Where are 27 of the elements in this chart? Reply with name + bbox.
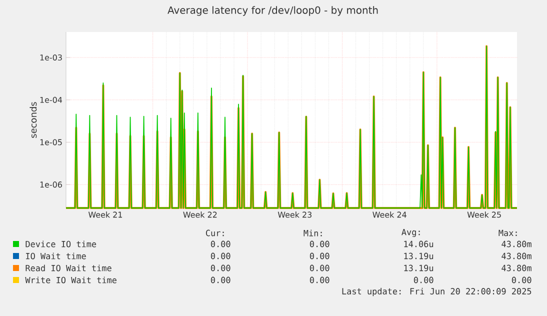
legend-label: Device IO time bbox=[26, 240, 96, 248]
text: Cur: bbox=[206, 230, 224, 236]
text: 43.80m bbox=[502, 252, 532, 260]
text: 0.00 bbox=[310, 264, 330, 272]
text: Avg: bbox=[402, 229, 420, 237]
text: 0.00 bbox=[310, 276, 330, 284]
text: 13.19u bbox=[404, 252, 434, 260]
text: 0.00 bbox=[210, 240, 230, 248]
text: Max: bbox=[498, 230, 517, 236]
text: 0.00 bbox=[310, 240, 330, 248]
text: 13.19u bbox=[404, 264, 434, 272]
text: 14.06u bbox=[404, 240, 434, 248]
text: 0.00 bbox=[512, 276, 532, 284]
y-axis-title: seconds bbox=[30, 102, 37, 138]
text: Last update: Fri Jun 20 22:00:09 2025 bbox=[342, 288, 532, 296]
text: 43.80m bbox=[502, 240, 532, 248]
chart-title: Average latency for /dev/loop0 - by month bbox=[168, 6, 378, 16]
text: 43.80m bbox=[502, 264, 532, 272]
legend-label: Read IO Wait time bbox=[26, 264, 112, 272]
legend-label: IO Wait time bbox=[26, 252, 86, 260]
text: 0.00 bbox=[210, 264, 230, 272]
text: Min: bbox=[304, 230, 322, 236]
text: 0.00 bbox=[310, 252, 330, 260]
text: 0.00 bbox=[210, 252, 230, 260]
text: 0.00 bbox=[210, 276, 230, 284]
text: 0.00 bbox=[414, 276, 434, 284]
legend-label: Write IO Wait time bbox=[25, 276, 116, 284]
